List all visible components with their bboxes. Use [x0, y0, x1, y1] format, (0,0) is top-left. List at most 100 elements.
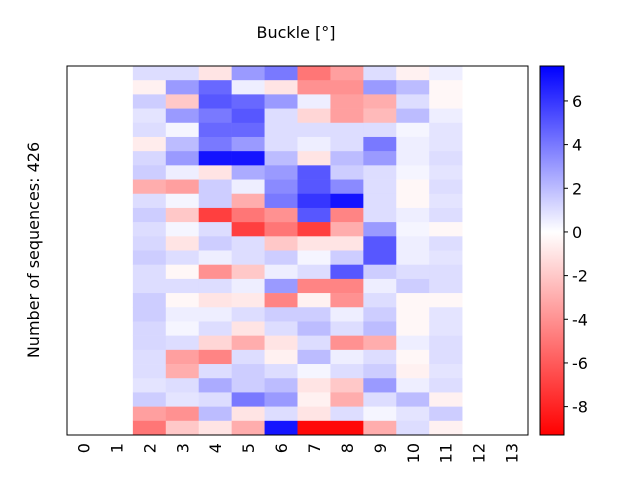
heatmap-cell: [429, 108, 463, 124]
heatmap-cell: [132, 151, 167, 166]
colorbar-tick-label: 4: [572, 136, 582, 155]
x-tick-label: 4: [206, 443, 225, 453]
heatmap-cell: [330, 406, 364, 422]
heatmap-cell: [297, 364, 331, 379]
heatmap-cell: [396, 420, 430, 436]
heatmap-cell: [132, 80, 167, 95]
heatmap-cell: [165, 179, 200, 195]
heatmap-cell: [396, 321, 430, 336]
heatmap-cell: [231, 278, 265, 294]
heatmap-cell: [231, 307, 265, 322]
heatmap-cell: [264, 321, 298, 336]
heatmap-cell: [363, 321, 397, 336]
heatmap-cell: [330, 80, 364, 95]
heatmap-cell: [198, 278, 232, 294]
heatmap-cell: [198, 406, 232, 422]
x-tick-label: 13: [503, 443, 522, 463]
heatmap-cell: [396, 108, 430, 124]
heatmap-cell: [297, 392, 331, 407]
heatmap-cell: [198, 378, 232, 393]
heatmap-cell: [165, 392, 200, 407]
heatmap-cell: [264, 193, 298, 209]
heatmap-cell: [132, 122, 167, 138]
heatmap-cell: [165, 122, 200, 138]
heatmap-cell: [297, 321, 331, 336]
heatmap-cell: [363, 151, 397, 166]
colorbar-ticks: 6 4 2 0 -2 -4 -6 -8: [564, 92, 588, 417]
heatmap-cell: [363, 392, 397, 407]
heatmap-cell: [231, 364, 265, 379]
heatmap-cell: [297, 80, 331, 95]
heatmap-cell: [264, 278, 298, 294]
heatmap-cell: [231, 293, 265, 308]
heatmap-cell: [165, 165, 200, 180]
heatmap-cell: [264, 94, 298, 109]
heatmap-cell: [132, 165, 167, 180]
heatmap-cell: [330, 307, 364, 322]
heatmap-cell: [297, 136, 331, 152]
heatmap-cell: [198, 321, 232, 336]
heatmap-cell: [231, 392, 265, 407]
heatmap-cell: [264, 392, 298, 407]
heatmap-cell: [132, 278, 167, 294]
heatmap-cell: [165, 236, 200, 251]
heatmap-cell: [264, 66, 298, 81]
heatmap-cell: [429, 80, 463, 95]
heatmap-cell: [330, 250, 364, 265]
heatmap-cell: [198, 392, 232, 407]
heatmap-cell: [363, 193, 397, 209]
heatmap-cell: [330, 364, 364, 379]
heatmap-cell: [165, 136, 200, 152]
heatmap-cell: [264, 80, 298, 95]
heatmap-cell: [165, 264, 200, 280]
heatmap-cell: [198, 364, 232, 379]
x-tick-label: 1: [107, 443, 126, 453]
colorbar-tick-label: -4: [572, 310, 588, 329]
heatmap-cell: [165, 278, 200, 294]
heatmap-cell: [132, 222, 167, 237]
heatmap-cell: [198, 165, 232, 180]
heatmap-cell: [165, 335, 200, 351]
heatmap-cell: [429, 321, 463, 336]
x-tick-label: 3: [173, 443, 192, 453]
heatmap-cell: [198, 236, 232, 251]
heatmap-cell: [165, 94, 200, 109]
heatmap-cell: [429, 236, 463, 251]
heatmap-cell: [297, 349, 331, 365]
heatmap-cell: [297, 406, 331, 422]
heatmap-cell: [297, 108, 331, 124]
heatmap-cells: [132, 66, 463, 436]
heatmap-cell: [165, 193, 200, 209]
heatmap-cell: [132, 420, 167, 436]
heatmap-cell: [363, 349, 397, 365]
plot-frame: [66, 65, 529, 436]
heatmap-cell: [396, 136, 430, 152]
heatmap-cell: [297, 264, 331, 280]
heatmap-cell: [330, 179, 364, 195]
heatmap-cell: [363, 236, 397, 251]
heatmap-cell: [165, 293, 200, 308]
heatmap-cell: [165, 222, 200, 237]
heatmap-cell: [396, 165, 430, 180]
heatmap-cell: [264, 136, 298, 152]
heatmap-cell: [429, 307, 463, 322]
heatmap-cell: [363, 293, 397, 308]
colorbar-tick-label: 0: [572, 223, 582, 242]
heatmap-cell: [297, 66, 331, 81]
heatmap-cell: [231, 108, 265, 124]
heatmap-cell: [198, 122, 232, 138]
heatmap-cell: [165, 420, 200, 436]
colorbar-tick-label: -6: [572, 354, 588, 373]
heatmap-cell: [330, 278, 364, 294]
heatmap-cell: [396, 307, 430, 322]
heatmap-cell: [231, 250, 265, 265]
heatmap-cell: [330, 122, 364, 138]
heatmap-cell: [264, 165, 298, 180]
heatmap-cell: [165, 378, 200, 393]
heatmap-cell: [297, 122, 331, 138]
heatmap-cell: [264, 108, 298, 124]
heatmap-cell: [363, 136, 397, 152]
x-tick-label: 6: [272, 443, 291, 453]
heatmap-cell: [264, 122, 298, 138]
heatmap-cell: [165, 364, 200, 379]
